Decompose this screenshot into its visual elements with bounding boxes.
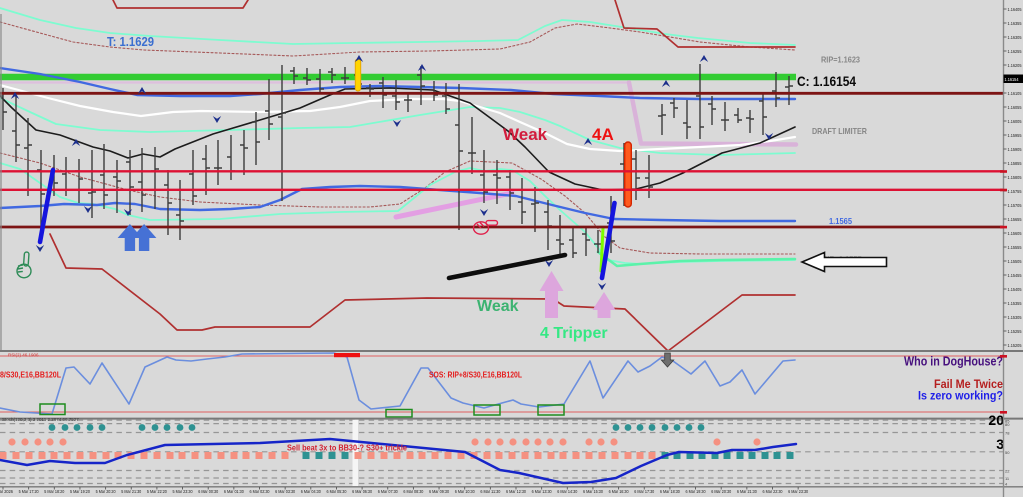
svg-text:6 Mar 15:30: 6 Mar 15:30 bbox=[583, 489, 604, 494]
svg-text:6 Mar 08:30: 6 Mar 08:30 bbox=[403, 489, 424, 494]
svg-text:T: 1.1629: T: 1.1629 bbox=[107, 34, 154, 49]
svg-text:6 Mar 16:30: 6 Mar 16:30 bbox=[609, 489, 630, 494]
svg-text:Fail Me Twice: Fail Me Twice bbox=[934, 379, 1003, 391]
svg-text:1.15505: 1.15505 bbox=[1008, 259, 1023, 264]
svg-text:20: 20 bbox=[988, 412, 1004, 428]
svg-text:4A: 4A bbox=[592, 125, 614, 144]
svg-text:1.16055: 1.16055 bbox=[1008, 105, 1023, 110]
svg-text:1.15705: 1.15705 bbox=[1008, 203, 1023, 208]
svg-text:8/S30,E16,BB120L: 8/S30,E16,BB120L bbox=[0, 370, 61, 380]
svg-text:1.15905: 1.15905 bbox=[1008, 147, 1023, 152]
svg-text:1.15655: 1.15655 bbox=[1008, 217, 1023, 222]
svg-text:6 Mar 04:30: 6 Mar 04:30 bbox=[301, 489, 322, 494]
svg-text:DRAFT LIMITER: DRAFT LIMITER bbox=[812, 126, 867, 136]
svg-text:1.15205: 1.15205 bbox=[1008, 343, 1023, 348]
svg-text:6 Mar 00:30: 6 Mar 00:30 bbox=[198, 489, 219, 494]
svg-text:6 Mar 22:30: 6 Mar 22:30 bbox=[763, 489, 784, 494]
svg-text:1.15255: 1.15255 bbox=[1008, 329, 1023, 334]
svg-text:6 Mar 12:30: 6 Mar 12:30 bbox=[506, 489, 527, 494]
svg-text:5 Mar 2026: 5 Mar 2026 bbox=[0, 489, 14, 494]
svg-text:1.15555: 1.15555 bbox=[1008, 245, 1023, 250]
svg-text:RIP=1.1623: RIP=1.1623 bbox=[821, 55, 860, 65]
svg-text:6 Mar 21:30: 6 Mar 21:30 bbox=[737, 489, 758, 494]
svg-text:RSI(2) 46.1906: RSI(2) 46.1906 bbox=[8, 353, 39, 358]
svg-text:Weak: Weak bbox=[503, 125, 548, 144]
svg-text:SOS: RIP+8/S30,E16,BB120L: SOS: RIP+8/S30,E16,BB120L bbox=[429, 370, 522, 380]
svg-text:Weak: Weak bbox=[477, 298, 519, 315]
svg-text:1.16355: 1.16355 bbox=[1008, 21, 1023, 26]
svg-text:6 Mar 23:30: 6 Mar 23:30 bbox=[788, 489, 809, 494]
svg-text:4: 4 bbox=[1005, 482, 1008, 487]
svg-text:6 Mar 01:30: 6 Mar 01:30 bbox=[224, 489, 245, 494]
svg-text:1.15855: 1.15855 bbox=[1008, 161, 1023, 166]
svg-text:6 Mar 05:30: 6 Mar 05:30 bbox=[326, 489, 347, 494]
svg-text:1.16205: 1.16205 bbox=[1008, 63, 1023, 68]
svg-text:5 Mar 20:20: 5 Mar 20:20 bbox=[96, 489, 117, 494]
svg-text:1.16255: 1.16255 bbox=[1008, 49, 1023, 54]
svg-text:5 Mar 22:20: 5 Mar 22:20 bbox=[147, 489, 168, 494]
svg-text:1.15405: 1.15405 bbox=[1008, 287, 1023, 292]
svg-text:80: 80 bbox=[1005, 422, 1010, 427]
svg-text:5 Mar 23:30: 5 Mar 23:30 bbox=[173, 489, 194, 494]
svg-text:Stoch(120,3,3) 3.2011 2.2874 6: Stoch(120,3,3) 3.2011 2.2874 66.7527 bbox=[2, 417, 79, 422]
svg-text:6 Mar 20:30: 6 Mar 20:30 bbox=[711, 489, 732, 494]
svg-text:5 Mar 19:20: 5 Mar 19:20 bbox=[70, 489, 91, 494]
svg-text:1.16005: 1.16005 bbox=[1008, 119, 1023, 124]
svg-text:5 Mar 21:30: 5 Mar 21:30 bbox=[121, 489, 142, 494]
svg-text:11: 11 bbox=[1005, 476, 1010, 481]
svg-text:6 Mar 10:30: 6 Mar 10:30 bbox=[455, 489, 476, 494]
svg-text:6 Mar 11:30: 6 Mar 11:30 bbox=[480, 489, 501, 494]
svg-text:6 Mar 02:30: 6 Mar 02:30 bbox=[250, 489, 271, 494]
svg-text:1.15355: 1.15355 bbox=[1008, 301, 1023, 306]
svg-text:6 Mar 19:30: 6 Mar 19:30 bbox=[686, 489, 707, 494]
svg-text:6 Mar 13:30: 6 Mar 13:30 bbox=[532, 489, 553, 494]
svg-text:C: 1.16154: C: 1.16154 bbox=[797, 73, 856, 89]
svg-text:1.1565: 1.1565 bbox=[829, 216, 852, 226]
svg-text:Is zero working?: Is zero working? bbox=[918, 391, 1003, 403]
svg-text:1.15305: 1.15305 bbox=[1008, 315, 1023, 320]
svg-text:85: 85 bbox=[1005, 419, 1010, 424]
svg-text:3: 3 bbox=[996, 436, 1004, 452]
svg-text:5 Mar 17:20: 5 Mar 17:20 bbox=[19, 489, 40, 494]
svg-text:50: 50 bbox=[1005, 450, 1010, 455]
svg-text:1.15955: 1.15955 bbox=[1008, 133, 1023, 138]
svg-text:Who in DogHouse?: Who in DogHouse? bbox=[904, 355, 1003, 369]
svg-text:6 Mar 06:30: 6 Mar 06:30 bbox=[352, 489, 373, 494]
svg-text:1.15805: 1.15805 bbox=[1008, 175, 1023, 180]
svg-text:1.15455: 1.15455 bbox=[1008, 273, 1023, 278]
svg-text:22: 22 bbox=[1005, 469, 1010, 474]
svg-text:1.16305: 1.16305 bbox=[1008, 35, 1023, 40]
svg-text:6 Mar 07:30: 6 Mar 07:30 bbox=[378, 489, 399, 494]
svg-text:1.16105: 1.16105 bbox=[1008, 91, 1023, 96]
svg-text:1.16154: 1.16154 bbox=[1005, 77, 1020, 82]
svg-text:Sell beat 3x to BB30-? S30+ tr: Sell beat 3x to BB30-? S30+ trickle bbox=[287, 444, 407, 453]
svg-text:6 Mar 09:30: 6 Mar 09:30 bbox=[429, 489, 450, 494]
svg-text:1.16405: 1.16405 bbox=[1008, 7, 1023, 12]
svg-text:6 Mar 03:30: 6 Mar 03:30 bbox=[275, 489, 296, 494]
svg-text:1.15605: 1.15605 bbox=[1008, 231, 1023, 236]
svg-text:78: 78 bbox=[1005, 431, 1010, 436]
svg-text:6 Mar 17:30: 6 Mar 17:30 bbox=[634, 489, 655, 494]
svg-text:6 Mar 18:30: 6 Mar 18:30 bbox=[660, 489, 681, 494]
svg-text:4 Tripper: 4 Tripper bbox=[540, 325, 608, 342]
svg-text:5 Mar 18:20: 5 Mar 18:20 bbox=[44, 489, 65, 494]
svg-text:6 Mar 14:30: 6 Mar 14:30 bbox=[557, 489, 578, 494]
svg-text:1.15755: 1.15755 bbox=[1008, 189, 1023, 194]
